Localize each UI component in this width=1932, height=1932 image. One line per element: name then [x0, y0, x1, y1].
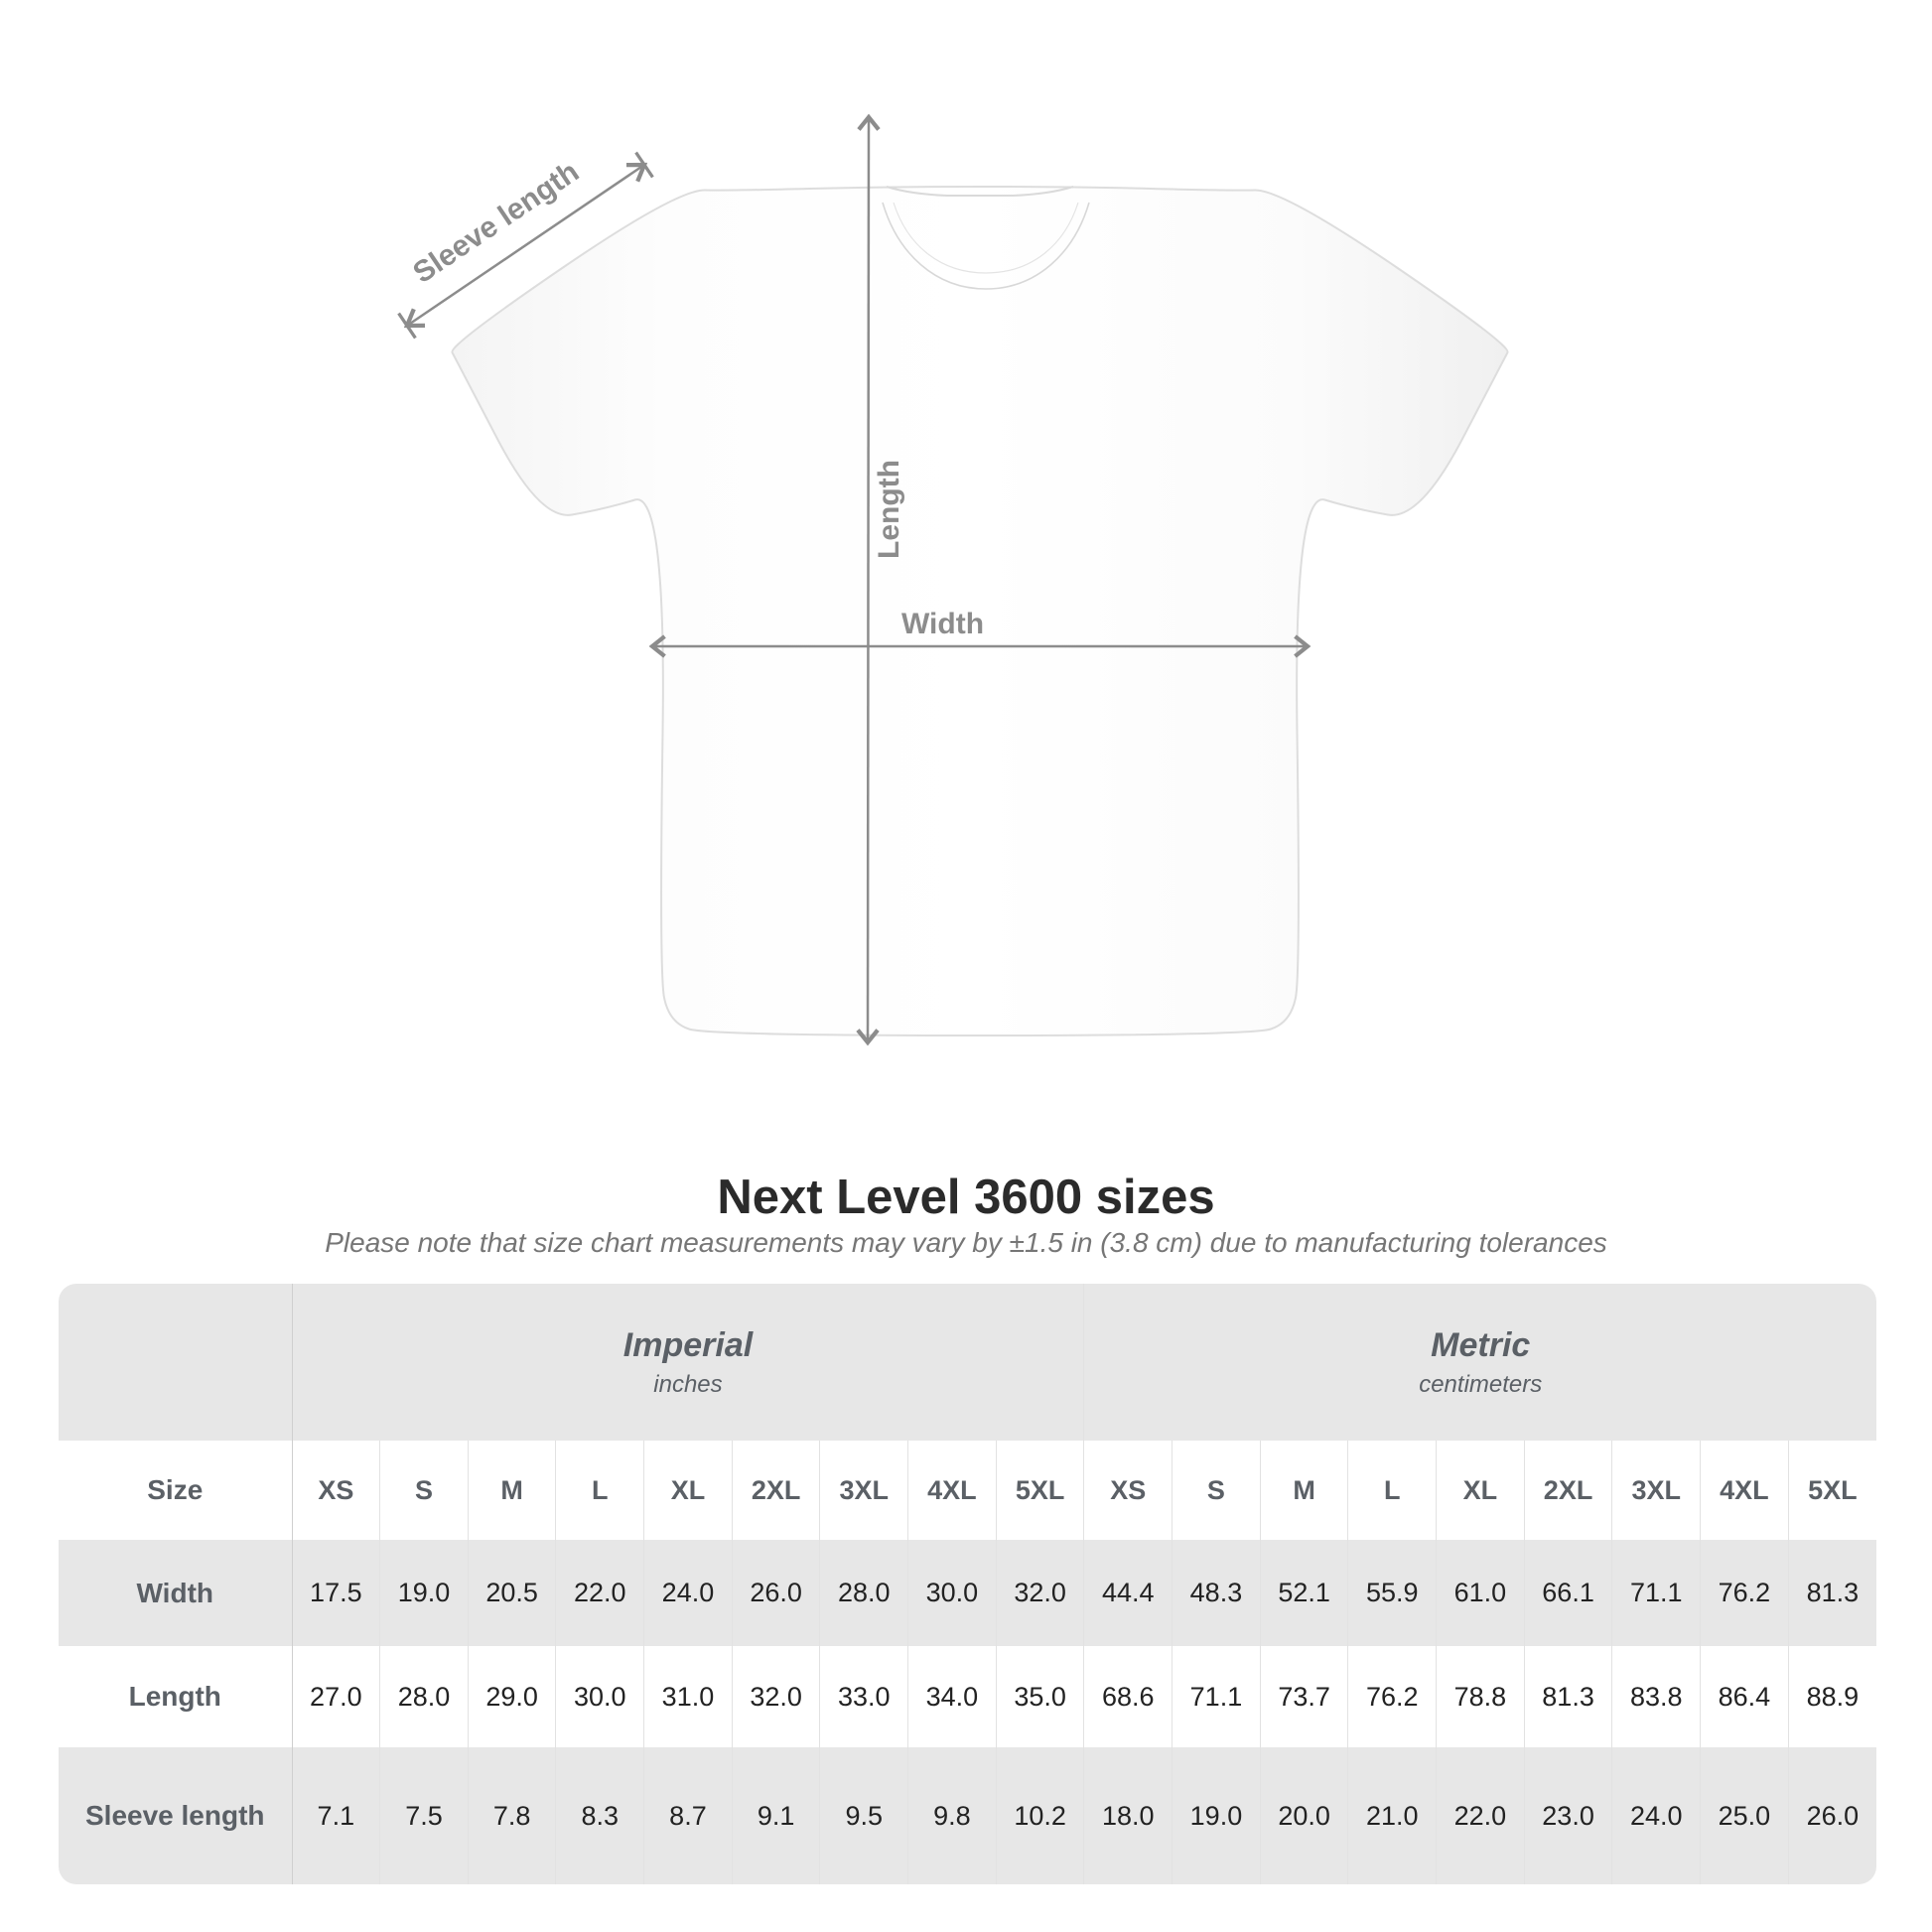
svg-text:Width: Width: [901, 608, 984, 640]
svg-text:Length: Length: [873, 460, 905, 559]
